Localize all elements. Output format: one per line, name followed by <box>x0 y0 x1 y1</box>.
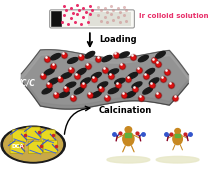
Ellipse shape <box>81 78 90 85</box>
Text: DCA: DCA <box>12 144 25 149</box>
Ellipse shape <box>128 72 138 79</box>
FancyBboxPatch shape <box>10 141 24 154</box>
Polygon shape <box>21 77 188 109</box>
Ellipse shape <box>76 68 86 75</box>
Ellipse shape <box>175 129 180 133</box>
Ellipse shape <box>91 72 101 79</box>
Ellipse shape <box>66 82 76 88</box>
Ellipse shape <box>61 73 72 78</box>
FancyBboxPatch shape <box>50 10 134 28</box>
Ellipse shape <box>42 88 52 94</box>
Ellipse shape <box>156 156 199 163</box>
Ellipse shape <box>125 127 132 132</box>
Bar <box>88 12 130 26</box>
Ellipse shape <box>143 87 153 94</box>
Ellipse shape <box>91 91 101 98</box>
Text: VC/C: VC/C <box>16 79 36 88</box>
Ellipse shape <box>18 134 53 151</box>
Ellipse shape <box>119 52 129 58</box>
Ellipse shape <box>132 82 142 88</box>
Ellipse shape <box>74 87 84 94</box>
FancyBboxPatch shape <box>12 130 26 142</box>
FancyBboxPatch shape <box>43 140 57 153</box>
Ellipse shape <box>98 82 108 88</box>
Ellipse shape <box>123 132 134 146</box>
FancyBboxPatch shape <box>41 130 55 142</box>
FancyBboxPatch shape <box>28 141 42 154</box>
Ellipse shape <box>126 91 136 98</box>
Ellipse shape <box>108 88 119 94</box>
Ellipse shape <box>145 68 155 75</box>
Ellipse shape <box>115 78 125 84</box>
Ellipse shape <box>108 69 119 75</box>
Text: Calcination: Calcination <box>98 106 152 115</box>
Bar <box>51 11 61 26</box>
Ellipse shape <box>85 51 95 58</box>
Ellipse shape <box>138 55 148 62</box>
FancyBboxPatch shape <box>26 127 40 139</box>
Ellipse shape <box>4 128 63 161</box>
Ellipse shape <box>173 133 182 145</box>
Ellipse shape <box>68 58 78 63</box>
Ellipse shape <box>59 92 69 97</box>
Polygon shape <box>21 50 188 109</box>
Ellipse shape <box>1 126 65 163</box>
Ellipse shape <box>107 156 150 163</box>
Ellipse shape <box>44 69 54 75</box>
Ellipse shape <box>49 78 58 84</box>
Ellipse shape <box>102 55 112 62</box>
Ellipse shape <box>51 53 61 60</box>
Text: Ir colloid solution: Ir colloid solution <box>139 13 209 19</box>
Ellipse shape <box>156 51 165 58</box>
Text: Loading: Loading <box>99 35 137 44</box>
Ellipse shape <box>149 78 159 85</box>
